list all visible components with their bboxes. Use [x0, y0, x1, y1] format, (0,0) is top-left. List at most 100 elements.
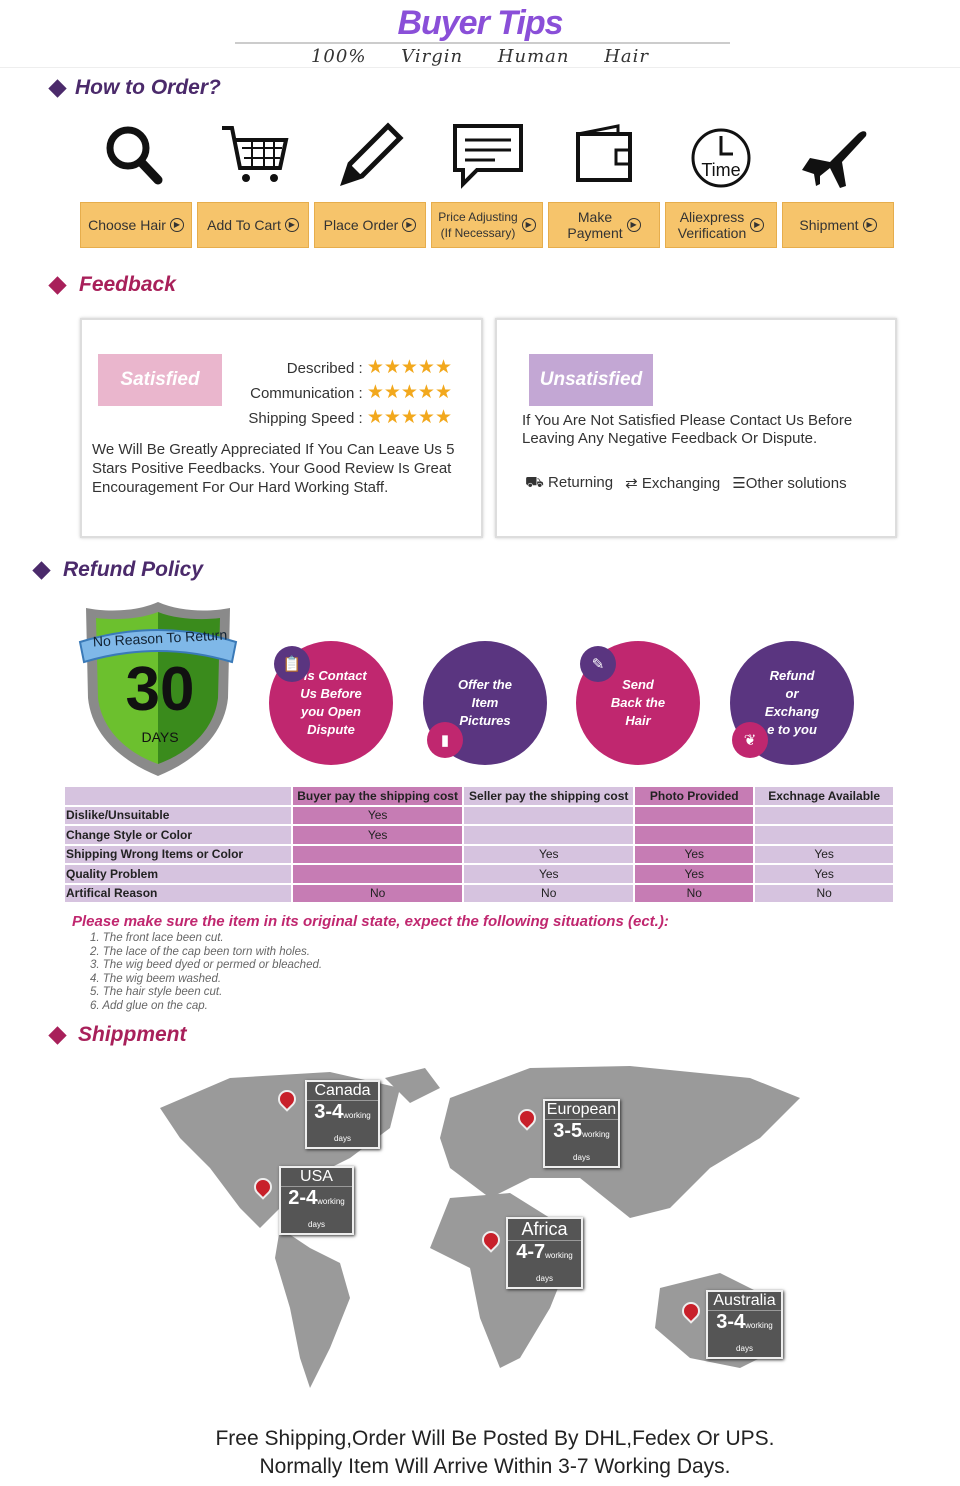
stars-icon: ★★★★★: [366, 382, 452, 403]
step-add-to-cart: Add To Cart ▶: [197, 202, 309, 248]
list-item: 3. The wig beed dyed or permed or bleach…: [90, 959, 323, 972]
list-item: 4. The wig beem washed.: [90, 972, 222, 985]
step-make-payment: Make Payment ▶: [548, 202, 660, 248]
section-heading-feedback: Feedback: [79, 273, 176, 296]
option-label: Returning: [548, 474, 614, 491]
region-usa: USA 2-4working days: [279, 1166, 354, 1235]
cell: Yes: [293, 806, 463, 824]
region-name: Canada: [314, 1082, 371, 1099]
cell: [293, 865, 463, 883]
step-choose-hair: Choose Hair ▶: [80, 202, 192, 248]
days-value: 4-7: [516, 1241, 546, 1263]
header-cell: Exchnage Available: [755, 787, 893, 805]
row-label: Artifical Reason: [65, 884, 292, 902]
chat-icon: [453, 124, 523, 189]
table-row: Dislike/Unsuitable Yes: [65, 806, 893, 824]
region-days: 3-5working days: [545, 1119, 618, 1166]
step-label-line: (If Necessary): [440, 226, 516, 240]
cart-icon: [222, 126, 289, 182]
row-label: Shipping Wrong Items or Color: [65, 845, 292, 863]
step-label: Aliexpress Verification: [678, 209, 746, 241]
days-value: 3-4: [314, 1101, 344, 1123]
arrow-icon: ▶: [402, 218, 417, 232]
list-item: 5. The hair style been cut.: [90, 986, 223, 999]
header-cell: Seller pay the shipping cost: [464, 787, 634, 805]
region-africa: Africa 4-7working days: [506, 1217, 583, 1289]
table-row: Change Style or Color Yes: [65, 826, 893, 844]
cell: [635, 826, 754, 844]
step-label: Price Adjusting (If Necessary): [438, 209, 517, 241]
table-header: Buyer pay the shipping cost Seller pay th…: [65, 787, 893, 805]
search-icon: [106, 126, 163, 185]
step-text: Refund or Exchang e to you: [765, 667, 819, 739]
cell: Yes: [635, 845, 754, 863]
line: Pictures: [459, 713, 511, 728]
cell: No: [635, 884, 754, 902]
table-row: Quality Problem Yes Yes Yes: [65, 865, 893, 883]
cell: No: [755, 884, 893, 902]
header-cell: Buyer pay the shipping cost: [293, 787, 463, 805]
satisfied-badge: Satisfied: [98, 354, 222, 406]
line: e to you: [767, 722, 817, 737]
bullet-diamond: [48, 276, 67, 295]
days-value: 2-4: [288, 1187, 318, 1209]
option-returning: ⛟ Returning: [525, 474, 613, 493]
step-text: Pls Contact Us Before you Open Dispute: [295, 667, 367, 739]
rating-label: Shipping Speed :: [248, 410, 363, 427]
option-label: Other solutions: [745, 475, 847, 492]
page-title: Buyer Tips: [397, 4, 563, 42]
list-icon: ☰: [732, 475, 746, 492]
step-label: Choose Hair: [88, 217, 166, 233]
days-value: 3-4: [716, 1311, 746, 1333]
divider: [0, 67, 960, 68]
step-label: Shipment: [799, 217, 859, 233]
row-label: Change Style or Color: [65, 826, 292, 844]
line: Back the: [610, 695, 666, 710]
stars-icon: ★★★★★: [366, 357, 452, 378]
arrow-icon: ▶: [521, 218, 536, 232]
step-label-line: Payment: [567, 225, 623, 241]
rating-label: Communication :: [250, 385, 363, 402]
arrow-icon: ▶: [862, 218, 877, 232]
step-label-line: Make: [577, 209, 613, 225]
clock-icon: Time: [691, 128, 751, 188]
step-label: Make Payment: [567, 209, 622, 241]
cell: No: [464, 884, 634, 902]
step-shipment: Shipment ▶: [782, 202, 894, 248]
arrow-icon: ▶: [626, 218, 641, 232]
airplane-icon: [802, 131, 867, 188]
step-label: Place Order: [323, 217, 399, 233]
clipboard-icon: 📋: [274, 646, 310, 682]
line: Item: [471, 695, 499, 710]
option-exchanging: ⇄ Exchanging: [625, 474, 720, 493]
feather-icon: ❦: [732, 722, 768, 758]
rating-shipping-speed: Shipping Speed : ★★★★★: [222, 406, 452, 431]
wallet-icon: [576, 124, 632, 182]
cell: Yes: [755, 845, 893, 863]
section-heading-how-to-order: How to Order?: [75, 76, 221, 99]
region-canada: Canada 3-4working days: [305, 1080, 380, 1149]
option-other: ☰Other solutions: [732, 474, 846, 493]
days-unit: working days: [573, 1130, 610, 1162]
region-name: USA: [300, 1168, 333, 1185]
region-days: 4-7working days: [508, 1240, 581, 1287]
refund-note: Please make sure the item in its origina…: [72, 913, 669, 930]
rating-communication: Communication : ★★★★★: [222, 381, 452, 406]
region-days: 2-4working days: [281, 1186, 352, 1233]
step-price-adjusting: Price Adjusting (If Necessary) ▶: [431, 202, 543, 248]
section-heading-shipment: Shippment: [78, 1023, 187, 1046]
exchange-icon: ⇄: [625, 475, 638, 492]
refund-step-contact: Pls Contact Us Before you Open Dispute: [269, 641, 393, 765]
cell: [464, 806, 634, 824]
region-name: Africa: [521, 1219, 568, 1239]
satisfied-panel: Satisfied Described : ★★★★★ Communicatio…: [80, 318, 483, 538]
days-unit: working days: [308, 1197, 345, 1229]
region-days: 3-4working days: [307, 1100, 378, 1147]
bullet-diamond: [32, 561, 51, 580]
cell: Yes: [635, 865, 754, 883]
unsatisfied-text: If You Are Not Satisfied Please Contact …: [522, 412, 853, 447]
situations-list: 1. The front lace been cut. 2. The lace …: [90, 932, 322, 1014]
line: or: [785, 686, 799, 701]
cell: No: [293, 884, 463, 902]
rating-described: Described : ★★★★★: [222, 356, 452, 381]
